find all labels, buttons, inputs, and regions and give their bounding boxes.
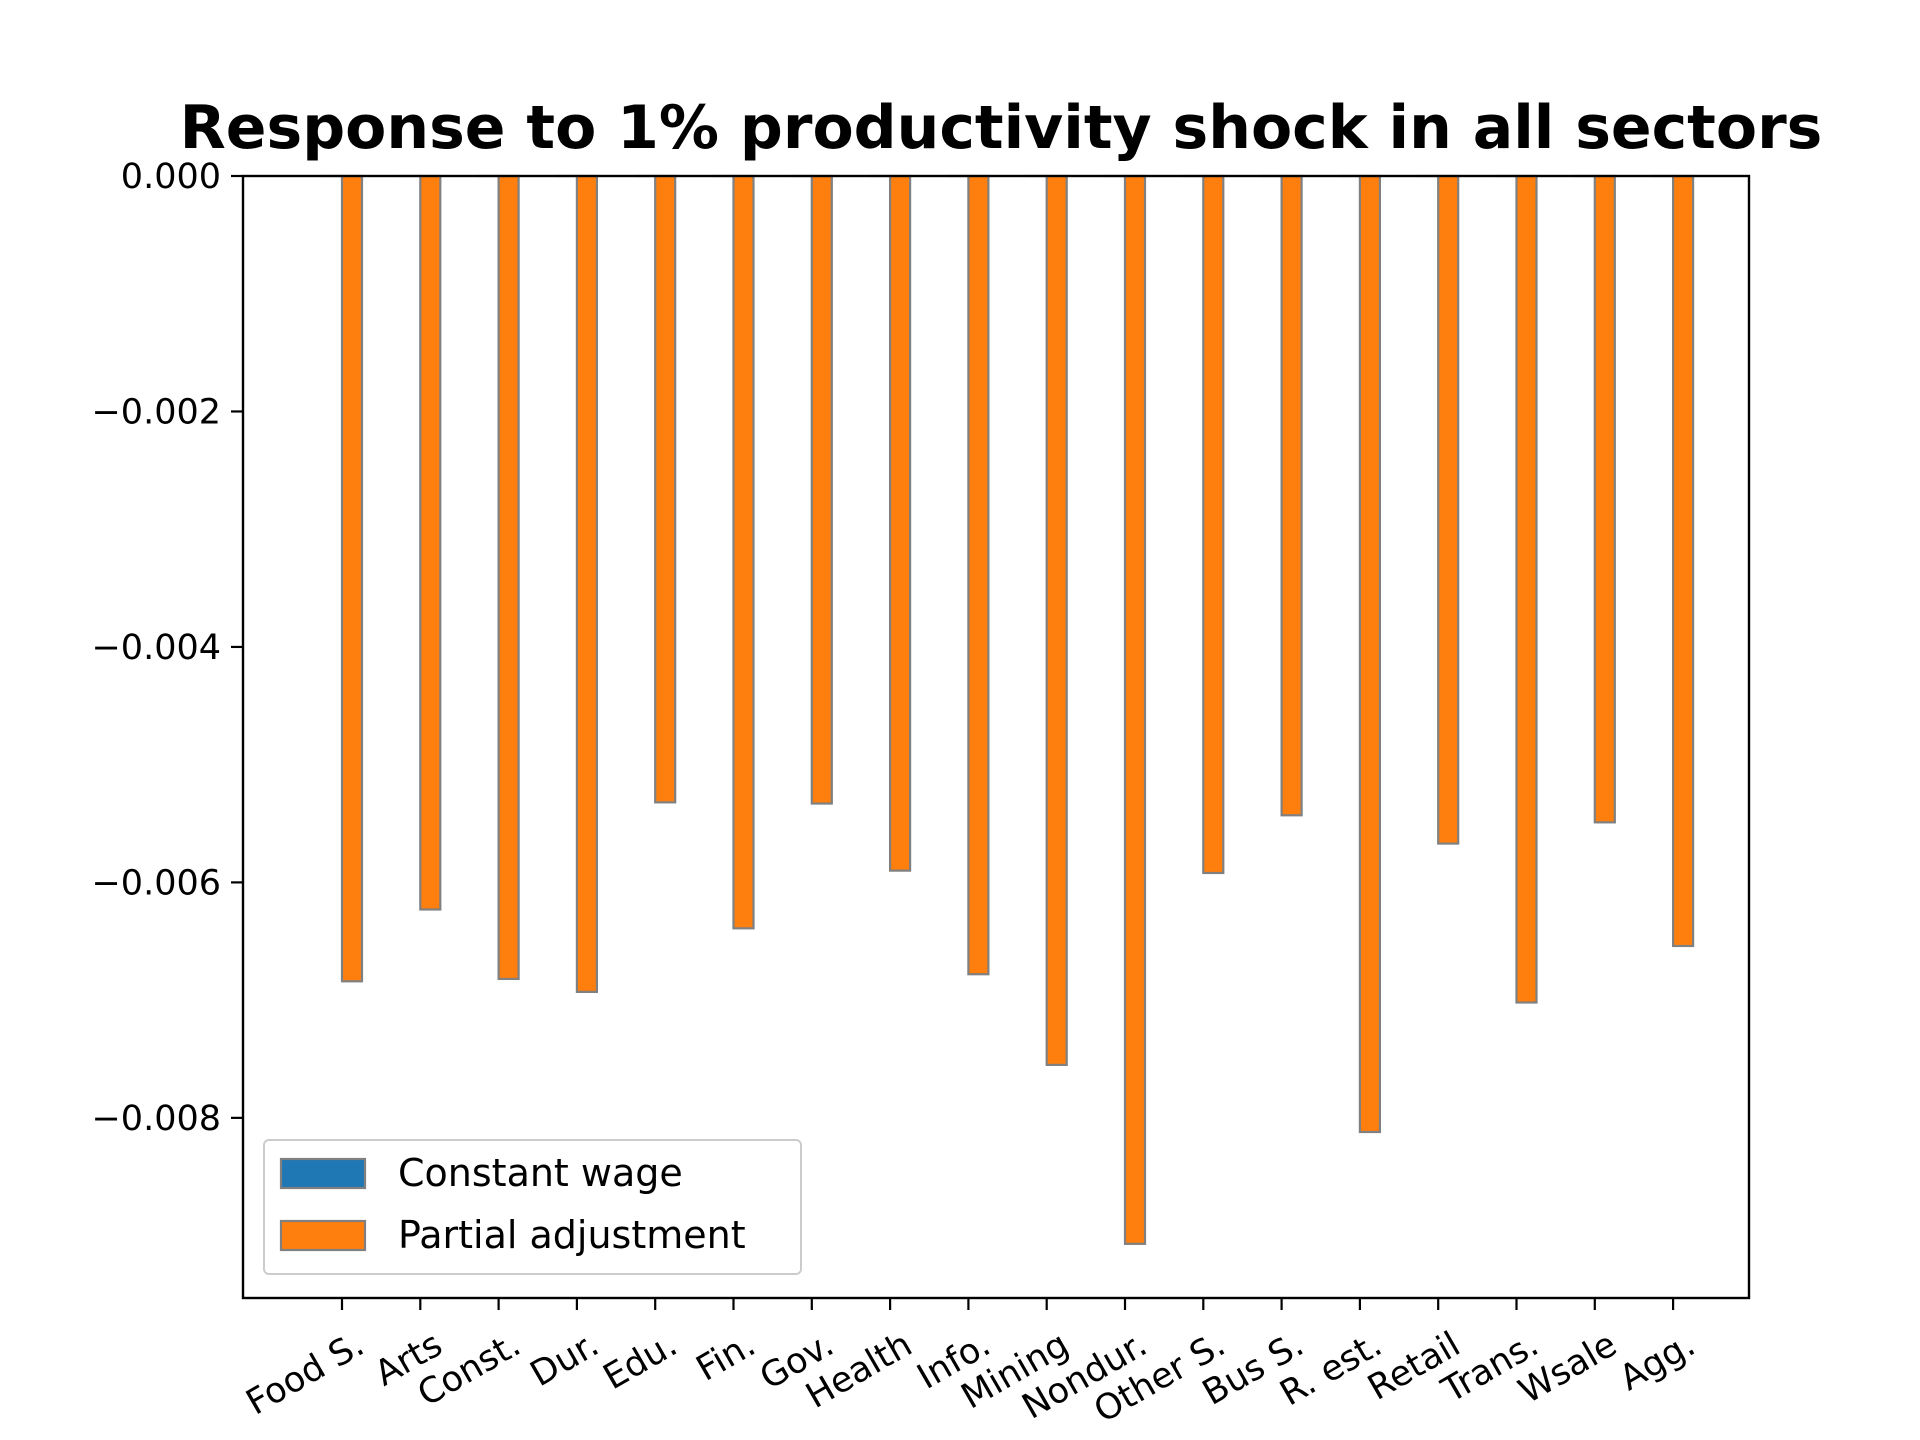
bar-partial-adjustment-5 [732,174,755,930]
legend-label: Partial adjustment [398,1213,746,1257]
y-tick-label: 0.000 [121,157,221,197]
bar-partial-adjustment-6 [810,174,833,805]
y-axis: 0.000 −0.002 −0.004 −0.006 −0.008 [91,157,243,1139]
bar-partial-adjustment-16 [1593,174,1616,824]
bar-partial-adjustment-4 [654,174,677,804]
x-tick-label: Dur. [524,1325,606,1395]
bar-partial-adjustment-12 [1280,174,1303,817]
bar-partial-adjustment-8 [967,174,990,976]
bar-partial-adjustment-17 [1671,174,1695,948]
y-tick-label: −0.004 [91,628,221,668]
bar-partial-adjustment-9 [1045,174,1068,1066]
bar-partial-adjustment-7 [888,174,912,872]
legend-box [263,1139,802,1275]
y-tick-label: −0.002 [91,392,221,432]
x-tick-label: Agg. [1613,1325,1702,1399]
legend-swatch [279,1219,367,1252]
y-tick-label: −0.006 [91,863,221,903]
plot-frame [241,174,1751,1300]
x-tick-label: Food S. [240,1325,371,1424]
x-tick-label: Edu. [597,1325,684,1398]
bar-partial-adjustment-2 [497,174,520,981]
bar-partial-adjustment-1 [419,174,442,911]
bar-partial-adjustment-10 [1123,174,1147,1245]
bar-partial-adjustment-13 [1358,174,1382,1134]
legend: Constant wage Partial adjustment [263,1139,802,1275]
bar-partial-adjustment-15 [1515,174,1538,1004]
bar-partial-adjustment-14 [1437,174,1460,845]
bars-group [320,174,1695,1245]
bar-partial-adjustment-0 [340,174,364,983]
bar-partial-adjustment-11 [1202,174,1225,875]
y-tick-label: −0.008 [91,1099,221,1139]
x-tick-label: Fin. [690,1325,763,1390]
legend-swatch [279,1157,367,1190]
bar-partial-adjustment-3 [575,174,599,993]
chart-title: Response to 1% productivity shock in all… [180,93,1823,163]
legend-label: Constant wage [398,1151,683,1195]
